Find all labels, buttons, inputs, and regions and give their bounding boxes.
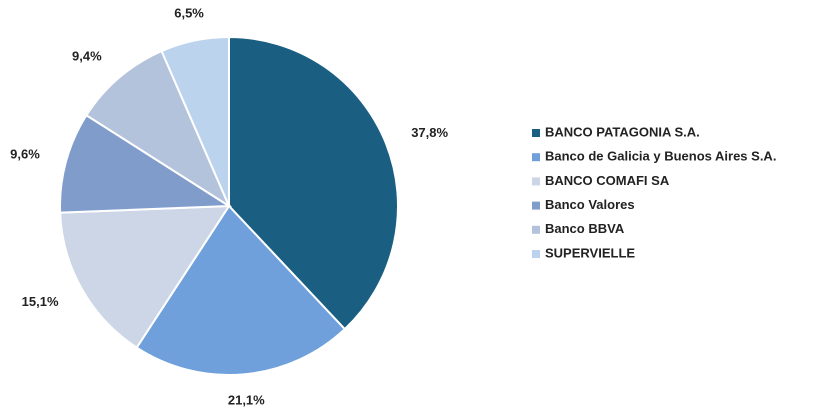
legend-swatch xyxy=(532,225,540,234)
legend-label: Banco de Galicia y Buenos Aires S.A. xyxy=(545,149,776,164)
pie-slice xyxy=(160,35,230,207)
pie-slice xyxy=(59,204,231,349)
legend-swatch xyxy=(532,250,540,258)
data-label: 9,4% xyxy=(72,48,102,63)
pie-slice xyxy=(135,204,347,376)
data-label: 9,6% xyxy=(10,146,40,161)
data-label: 6,5% xyxy=(174,6,204,21)
data-label: 37,8% xyxy=(411,125,448,140)
data-label: 21,1% xyxy=(228,393,265,408)
legend-swatch xyxy=(532,201,540,210)
legend-label: BANCO COMAFI SA xyxy=(545,173,670,188)
legend-label: Banco Valores xyxy=(545,197,635,212)
legend-swatch xyxy=(532,177,540,186)
data-label: 15,1% xyxy=(22,294,59,309)
legend-label: Banco BBVA xyxy=(545,221,625,236)
legend-swatch xyxy=(532,153,540,162)
legend-label: SUPERVIELLE xyxy=(545,245,635,260)
legend-swatch xyxy=(532,129,540,137)
pie-slice xyxy=(85,49,232,209)
pie-slice xyxy=(59,113,233,214)
legend-label: BANCO PATAGONIA S.A. xyxy=(545,124,700,139)
pie-slice xyxy=(228,35,399,331)
